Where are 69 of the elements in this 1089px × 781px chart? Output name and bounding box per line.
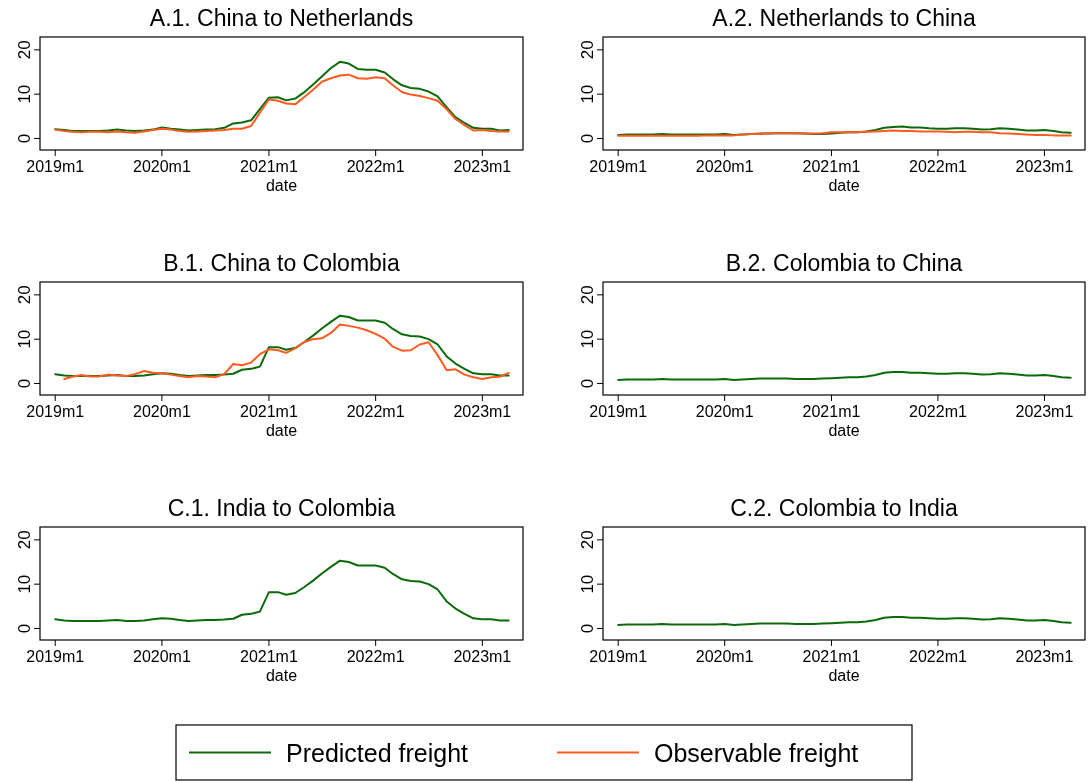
line-series: [63, 323, 510, 381]
x-tick-label: 2019m1: [26, 648, 85, 665]
x-tick-label: 2020m1: [695, 648, 754, 665]
x-axis-title: date: [828, 667, 860, 684]
line-series: [54, 73, 510, 134]
y-tick-label: 20: [578, 530, 597, 550]
line-series: [54, 60, 510, 132]
chart-title: A.2. Netherlands to China: [712, 5, 976, 31]
y-tick-label: 0: [15, 378, 34, 389]
x-tick-label: 2019m1: [589, 648, 648, 665]
x-tick-label: 2021m1: [802, 648, 861, 665]
x-axis-title: date: [828, 177, 860, 194]
x-axis-title: date: [265, 667, 298, 684]
line-series: [54, 314, 510, 377]
y-tick-label: 20: [578, 40, 597, 60]
x-tick-label: 2022m1: [346, 648, 405, 665]
line-series: [617, 615, 1072, 626]
y-tick-label: 0: [15, 133, 34, 144]
x-tick-label: 2023m1: [1015, 403, 1074, 420]
y-tick-label: 20: [15, 40, 34, 60]
y-tick-label: 10: [578, 84, 597, 104]
x-tick-label: 2021m1: [802, 403, 861, 420]
x-tick-label: 2023m1: [1015, 158, 1074, 175]
x-tick-label: 2023m1: [453, 403, 512, 420]
x-tick-label: 2023m1: [453, 158, 512, 175]
y-tick-label: 10: [578, 574, 597, 594]
line-series: [54, 559, 510, 622]
x-tick-label: 2022m1: [346, 403, 405, 420]
line-series: [617, 370, 1072, 381]
y-tick-label: 0: [578, 133, 597, 144]
x-tick-label: 2020m1: [133, 403, 191, 420]
y-tick-label: 20: [15, 530, 34, 550]
y-tick-label: 0: [578, 378, 597, 389]
x-tick-label: 2019m1: [589, 158, 648, 175]
chart-title: B.2. Colombia to China: [725, 250, 963, 276]
y-tick-label: 10: [15, 574, 34, 594]
chart-title: A.1. China to Netherlands: [149, 5, 414, 31]
x-tick-label: 2023m1: [1015, 648, 1074, 665]
x-axis-title: date: [265, 177, 298, 194]
x-tick-label: 2022m1: [909, 403, 967, 420]
x-tick-label: 2021m1: [240, 648, 298, 665]
y-tick-label: 20: [15, 285, 34, 305]
x-tick-label: 2021m1: [240, 158, 298, 175]
y-tick-label: 10: [578, 329, 597, 349]
x-tick-label: 2020m1: [133, 648, 191, 665]
y-tick-label: 0: [578, 623, 597, 634]
x-tick-label: 2023m1: [453, 648, 512, 665]
y-tick-label: 20: [578, 285, 597, 305]
x-tick-label: 2022m1: [346, 158, 405, 175]
x-tick-label: 2022m1: [909, 158, 967, 175]
chart-title: C.2. Colombia to India: [730, 495, 958, 521]
x-tick-label: 2020m1: [695, 403, 754, 420]
x-tick-label: 2020m1: [133, 158, 191, 175]
y-tick-label: 10: [15, 329, 34, 349]
y-tick-label: 0: [15, 623, 34, 634]
x-tick-label: 2022m1: [909, 648, 967, 665]
x-tick-label: 2019m1: [26, 158, 85, 175]
x-axis-title: date: [265, 422, 298, 439]
x-tick-label: 2019m1: [589, 403, 648, 420]
chart-title: C.1. India to Colombia: [167, 495, 396, 521]
y-tick-label: 10: [15, 84, 34, 104]
x-tick-label: 2021m1: [802, 158, 861, 175]
x-tick-label: 2020m1: [695, 158, 754, 175]
x-tick-label: 2019m1: [26, 403, 85, 420]
chart-title: B.1. China to Colombia: [163, 250, 400, 276]
x-axis-title: date: [828, 422, 860, 439]
x-tick-label: 2021m1: [240, 403, 298, 420]
legend-label: Observable freight: [654, 738, 859, 767]
legend-label: Predicted freight: [286, 738, 469, 767]
